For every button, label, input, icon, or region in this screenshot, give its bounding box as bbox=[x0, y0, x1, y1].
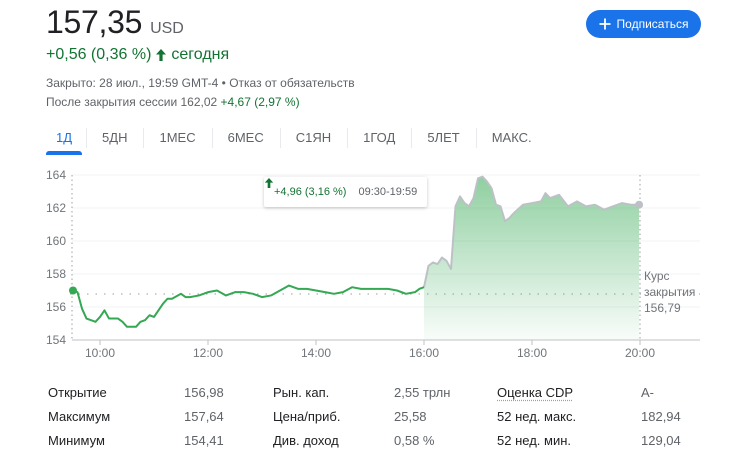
tab-ytd[interactable]: С1ЯН bbox=[279, 126, 347, 150]
y-tick-154: 154 bbox=[45, 333, 66, 347]
x-tick-18: 18:00 bbox=[516, 346, 548, 360]
range-tabs: 1Д 5ДН 1МЕС 6МЕС С1ЯН 1ГОД 5ЛЕТ МАКС. bbox=[44, 126, 548, 155]
stat-label: Рын. кап. bbox=[273, 385, 330, 400]
stat-label: Открытие bbox=[48, 385, 107, 400]
stat-value: 2,55 трлн bbox=[394, 385, 451, 400]
after-hours-change: +4,67 (2,97 %) bbox=[220, 95, 300, 109]
range-tooltip: +4,96 (3,16 %) 09:30-19:59 bbox=[264, 177, 428, 207]
stat-value: 129,04 bbox=[641, 433, 681, 448]
stat-value: 182,94 bbox=[641, 409, 681, 424]
price-chart[interactable]: 164 162 160 158 156 154 10:00 12:00 14:0… bbox=[0, 160, 740, 370]
plus-icon bbox=[599, 18, 611, 30]
tooltip-change: +4,96 (3,16 %) bbox=[274, 186, 347, 198]
stat-value: 157,64 bbox=[184, 409, 224, 424]
y-tick-164: 164 bbox=[45, 168, 66, 182]
close-label-line1: Курс bbox=[644, 269, 670, 283]
change-value: +0,56 (0,36 %) bbox=[46, 46, 152, 63]
price-header: 157,35 USD bbox=[46, 4, 184, 41]
tab-5d[interactable]: 5ДН bbox=[86, 126, 143, 150]
change-period: сегодня bbox=[171, 46, 230, 63]
price-change: +0,56 (0,36 %) сегодня bbox=[46, 46, 229, 64]
arrow-up-icon bbox=[155, 48, 167, 62]
stat-label: Цена/приб. bbox=[273, 409, 341, 424]
x-tick-10: 10:00 bbox=[84, 346, 116, 360]
follow-button[interactable]: Подписаться bbox=[586, 10, 701, 38]
stats-row: Максимум 157,64 Цена/приб. 25,58 52 нед.… bbox=[48, 409, 728, 429]
tab-1d[interactable]: 1Д bbox=[44, 126, 86, 155]
currency-label: USD bbox=[150, 20, 184, 37]
tab-1m[interactable]: 1МЕС bbox=[143, 126, 211, 150]
stat-label: Див. доход bbox=[273, 433, 339, 448]
close-label-value: 156,79 bbox=[644, 301, 681, 315]
y-tick-160: 160 bbox=[45, 234, 66, 248]
follow-button-label: Подписаться bbox=[616, 17, 689, 31]
x-tick-20: 20:00 bbox=[624, 346, 656, 360]
x-tick-14: 14:00 bbox=[300, 346, 332, 360]
stat-label: Минимум bbox=[48, 433, 105, 448]
after-hours-info: После закрытия сессии 162,02 +4,67 (2,97… bbox=[46, 95, 300, 109]
stat-label: 52 нед. мин. bbox=[497, 433, 571, 448]
tab-1y[interactable]: 1ГОД bbox=[347, 126, 411, 150]
stat-value: 25,58 bbox=[394, 409, 427, 424]
stat-value: 156,98 bbox=[184, 385, 224, 400]
y-tick-156: 156 bbox=[45, 300, 66, 314]
after-hours-label: После закрытия сессии 162,02 bbox=[46, 95, 218, 109]
tooltip-range: 09:30-19:59 bbox=[358, 186, 418, 198]
stats-row: Открытие 156,98 Рын. кап. 2,55 трлн Оцен… bbox=[48, 385, 728, 405]
stat-value: 154,41 bbox=[184, 433, 224, 448]
tab-5y[interactable]: 5ЛЕТ bbox=[411, 126, 475, 150]
chart-canvas bbox=[69, 174, 700, 345]
previous-close-label: Курс закрытия 156,79 bbox=[644, 268, 695, 316]
stat-value: A- bbox=[641, 385, 654, 400]
stat-label: 52 нед. макс. bbox=[497, 409, 577, 424]
y-tick-162: 162 bbox=[45, 201, 66, 215]
closed-info: Закрыто: 28 июл., 19:59 GMT-4 • Отказ от… bbox=[46, 76, 355, 90]
stats-row: Минимум 154,41 Див. доход 0,58 % 52 нед.… bbox=[48, 433, 728, 453]
x-tick-12: 12:00 bbox=[192, 346, 224, 360]
tab-max[interactable]: МАКС. bbox=[475, 126, 548, 150]
close-label-line2: закрытия bbox=[644, 285, 696, 299]
stat-label: Максимум bbox=[48, 409, 111, 424]
cdp-score-link[interactable]: Оценка CDP bbox=[497, 385, 574, 400]
y-tick-158: 158 bbox=[45, 267, 66, 281]
stat-value: 0,58 % bbox=[394, 433, 435, 448]
current-price: 157,35 bbox=[46, 4, 143, 40]
x-tick-16: 16:00 bbox=[408, 346, 440, 360]
tab-6m[interactable]: 6МЕС bbox=[211, 126, 280, 150]
